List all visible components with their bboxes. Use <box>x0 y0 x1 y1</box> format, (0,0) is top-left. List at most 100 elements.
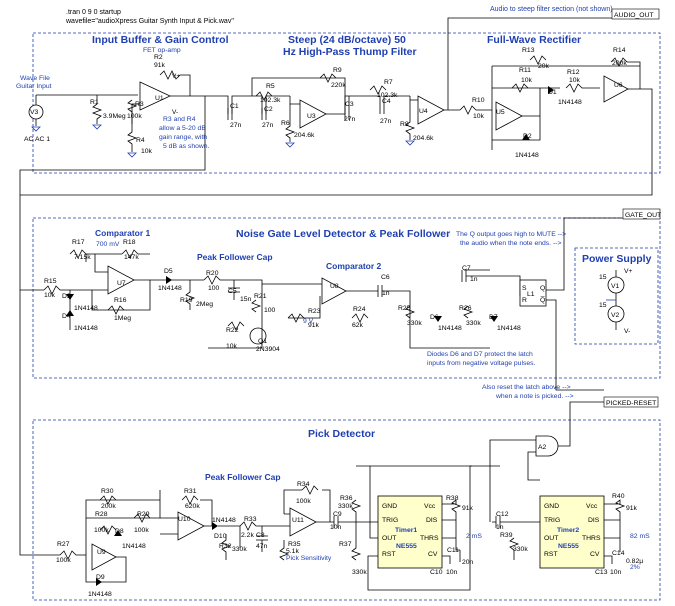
timer2-ic <box>539 495 605 569</box>
u4-ref: U4 <box>419 108 428 115</box>
r18-resistor <box>121 249 150 259</box>
u11-opamp <box>289 507 317 537</box>
r32-resistor <box>221 534 232 560</box>
r24-ref: R24 <box>353 306 366 313</box>
v3-ref: V3 <box>30 109 39 116</box>
r33-value: 2.2k <box>241 532 254 539</box>
r37-ref: R37 <box>339 541 352 548</box>
timer1-rst: RST <box>382 551 396 558</box>
hpf-title-line1: Steep (24 dB/octave) 50 <box>288 34 406 46</box>
v3-value: AC AC 1 <box>24 136 50 143</box>
timer1-dis: DIS <box>426 517 438 524</box>
gate-out-label: GATE_OUT <box>625 212 661 219</box>
r15-value: 10k <box>44 292 56 299</box>
v3-ground <box>31 126 41 132</box>
r14-resistor <box>610 57 628 67</box>
u5-wires <box>492 88 541 141</box>
r8-value: 204.6k <box>413 135 434 142</box>
r2-value: 91k <box>154 62 166 69</box>
q1-transistor <box>249 327 267 345</box>
c8-value: 47n <box>256 543 268 550</box>
r28-ref: R28 <box>95 511 108 518</box>
timer2-out: OUT <box>544 535 558 542</box>
r25-resistor <box>405 305 416 319</box>
d2-ref: D2 <box>523 133 532 140</box>
timer1-gnd: GND <box>382 503 397 510</box>
r25-value: 330k <box>407 320 422 327</box>
r40-ref: R40 <box>612 493 625 500</box>
c7-ref: C7 <box>462 265 471 272</box>
v1-vplus: V+ <box>624 268 633 275</box>
r15-resistor <box>43 285 70 295</box>
timer2-gnd: GND <box>544 503 559 510</box>
timer2-trig: TRIG <box>544 517 560 524</box>
c13-ref: C13 <box>595 569 608 576</box>
d7-ref: D7 <box>489 314 498 321</box>
r22-resistor <box>227 321 245 331</box>
gain-note-3: gain range, with <box>159 134 207 141</box>
r32-ref: R32 <box>219 543 232 550</box>
r7-resistor <box>369 85 387 95</box>
c5-capacitor <box>208 279 263 349</box>
timer2-rst: RST <box>544 551 558 558</box>
r12-value: 10k <box>569 77 581 84</box>
c6-capacitor <box>377 285 490 349</box>
d2-diode <box>522 134 530 140</box>
d8-value: 1N4148 <box>122 543 146 550</box>
r27-resistor <box>59 550 86 560</box>
r21-ref: R21 <box>254 293 267 300</box>
r5-value: 102.3k <box>260 97 281 104</box>
diodes-note-1: Diodes D6 and D7 protect the latch <box>427 351 533 358</box>
u6-output-wire <box>20 61 653 196</box>
c8-ref: C8 <box>256 532 265 539</box>
r19-value: 2Meg <box>196 301 213 308</box>
r5-ref: R5 <box>266 83 275 90</box>
r16-ref: R16 <box>114 297 127 304</box>
c4-value: 27n <box>380 118 392 125</box>
timer2-vcc: Vcc <box>586 503 598 510</box>
l1-r-pin: R <box>522 297 527 304</box>
r28-resistor <box>99 525 117 535</box>
v2-vminus: V- <box>624 328 630 335</box>
d5-value: 1N4148 <box>158 285 182 292</box>
r1-ground <box>92 124 102 130</box>
c14-2pct: 2% <box>630 564 640 571</box>
timer1-thrs: THRS <box>420 535 439 542</box>
u1-vplus: V+ <box>172 73 180 80</box>
d1-ref: D1 <box>548 89 557 96</box>
c5-ref: C5 <box>228 288 237 295</box>
r10-ref: R10 <box>472 97 485 104</box>
c4-wires <box>360 95 410 114</box>
r12-ref: R12 <box>567 69 580 76</box>
r13-value: 20k <box>538 63 550 70</box>
c2-value: 27n <box>262 122 274 129</box>
r1-value: 3.9Meg <box>103 113 126 120</box>
timer1-cv: CV <box>428 551 438 558</box>
r26-resistor <box>463 305 474 319</box>
gain-note-1: R3 and R4 <box>163 116 196 123</box>
r17-ref: R17 <box>72 239 85 246</box>
r14-value: 200k <box>612 60 627 67</box>
r39-resistor <box>509 537 520 560</box>
r2-ref: R2 <box>154 54 163 61</box>
r17-resistor <box>69 249 87 262</box>
u1-opamp <box>139 81 171 111</box>
c7-capacitor <box>461 269 521 296</box>
r33-ref: R33 <box>244 516 257 523</box>
q-note-1: The Q output goes high to MUTE --> <box>456 231 566 238</box>
q1-value: 2N3904 <box>256 346 280 353</box>
v2-value: 15 <box>599 302 607 309</box>
spice-directive-wavefile: wavefile="audioXpress Guitar Synth Input… <box>65 18 234 25</box>
power-supply-title: Power Supply <box>582 253 652 265</box>
r20-value: 100 <box>208 285 220 292</box>
c12-ref: C12 <box>496 511 509 518</box>
r20-ref: R20 <box>206 270 219 277</box>
top-section-box <box>32 32 661 174</box>
pick-input-bus <box>85 490 161 555</box>
timer1-ic <box>377 495 443 569</box>
audio-note: Audio to steep filter section (not shown… <box>490 6 613 13</box>
r23-ref: R23 <box>308 308 321 315</box>
u8-ref: U8 <box>330 283 339 290</box>
d7-value: 1N4148 <box>497 325 521 332</box>
r39-ref: R39 <box>500 532 513 539</box>
